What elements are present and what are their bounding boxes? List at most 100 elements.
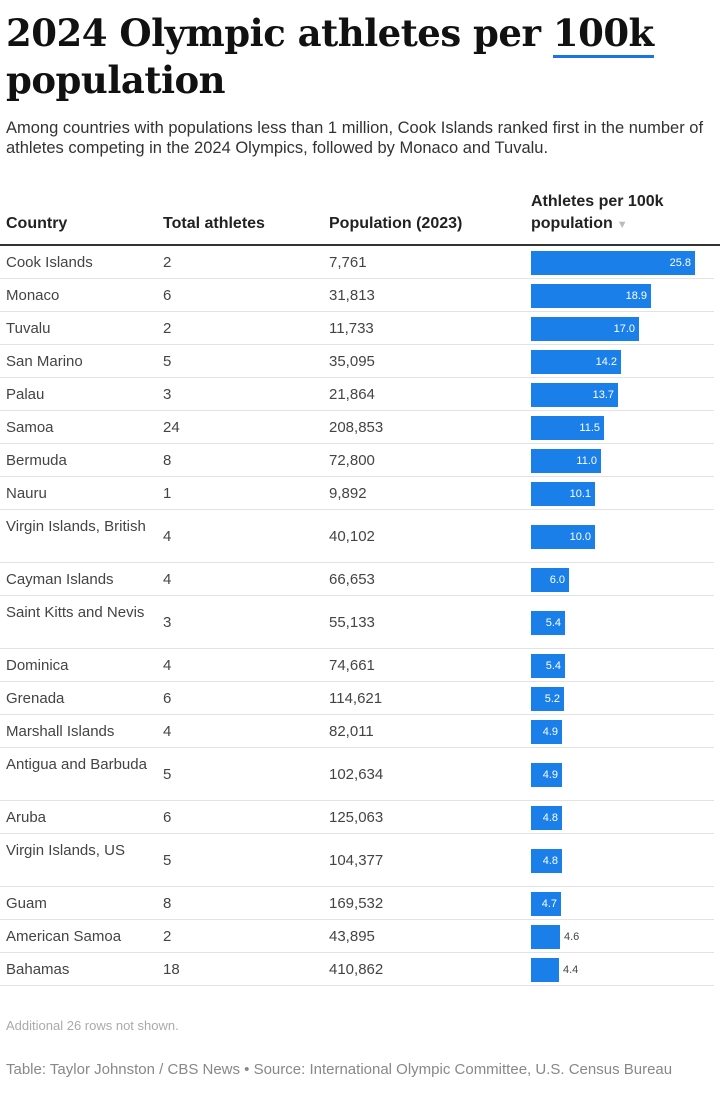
- rate-label: 25.8: [669, 256, 691, 269]
- rate-label: 5.2: [544, 692, 560, 705]
- country-cell: Cook Islands: [6, 253, 93, 271]
- population-cell: 125,063: [329, 808, 384, 826]
- rate-bar: [531, 719, 562, 744]
- total-athletes-cell: 3: [163, 613, 172, 631]
- total-athletes-cell: 6: [163, 286, 172, 304]
- table-row: Monaco 6 31,813 18.9: [0, 279, 714, 312]
- country-cell: Marshall Islands: [6, 722, 115, 740]
- rate-bar: [531, 848, 562, 873]
- rate-bar: [531, 762, 562, 787]
- total-athletes-cell: 4: [163, 570, 172, 588]
- total-athletes-cell: 8: [163, 894, 172, 912]
- total-athletes-cell: 4: [163, 527, 172, 545]
- population-cell: 7,761: [329, 253, 367, 271]
- table-row: Nauru 1 9,892 10.1: [0, 477, 714, 510]
- table-row: Saint Kitts and Nevis 3 55,133 5.4: [0, 596, 714, 649]
- rate-label: 4.8: [542, 811, 558, 824]
- country-cell: Aruba: [6, 808, 47, 826]
- country-cell: Dominica: [6, 656, 69, 674]
- total-athletes-cell: 8: [163, 451, 172, 469]
- total-athletes-cell: 4: [163, 722, 172, 740]
- rate-bar: [531, 448, 601, 473]
- table-row: Guam 8 169,532 4.7: [0, 887, 714, 920]
- country-cell: Palau: [6, 385, 45, 403]
- country-cell: Tuvalu: [6, 319, 51, 337]
- table-row: San Marino 5 35,095 14.2: [0, 345, 714, 378]
- rate-label: 14.2: [595, 355, 617, 368]
- rate-label: 6.0: [549, 573, 565, 586]
- rate-bar: [531, 805, 562, 830]
- country-cell: Samoa: [6, 418, 54, 436]
- rate-label: 4.8: [542, 854, 558, 867]
- country-cell: Grenada: [6, 689, 65, 707]
- rate-bar: [531, 653, 565, 678]
- rate-label: 4.9: [542, 768, 558, 781]
- population-cell: 66,653: [329, 570, 375, 588]
- table-row: Tuvalu 2 11,733 17.0: [0, 312, 714, 345]
- total-athletes-cell: 2: [163, 927, 172, 945]
- total-athletes-cell: 5: [163, 851, 172, 869]
- country-cell: Virgin Islands, British: [6, 517, 146, 535]
- country-cell: Antigua and Barbuda: [6, 755, 147, 773]
- rate-label: 17.0: [613, 322, 635, 335]
- table-row: Antigua and Barbuda 5 102,634 4.9: [0, 748, 714, 801]
- rate-bar: [531, 567, 569, 592]
- table-row: Cook Islands 2 7,761 25.8: [0, 246, 714, 279]
- table-row: Virgin Islands, US 5 104,377 4.8: [0, 834, 714, 887]
- country-cell: Cayman Islands: [6, 570, 114, 588]
- chart-title: 2024 Olympic athletes per 100k population: [6, 10, 706, 104]
- rate-label: 11.5: [579, 421, 600, 434]
- rate-bar: [531, 957, 559, 982]
- country-cell: Bahamas: [6, 960, 70, 978]
- rate-bar: [531, 283, 651, 308]
- population-cell: 21,864: [329, 385, 375, 403]
- table-row: American Samoa 2 43,895 4.6: [0, 920, 714, 953]
- population-cell: 31,813: [329, 286, 375, 304]
- table-row: Bermuda 8 72,800 11.0: [0, 444, 714, 477]
- population-cell: 9,892: [329, 484, 367, 502]
- column-header-population[interactable]: Population (2023): [329, 215, 463, 232]
- total-athletes-cell: 6: [163, 689, 172, 707]
- country-cell: Guam: [6, 894, 47, 912]
- sort-desc-icon[interactable]: ▼: [616, 219, 628, 231]
- country-cell: American Samoa: [6, 927, 122, 945]
- table-row: Dominica 4 74,661 5.4: [0, 649, 714, 682]
- column-header-country[interactable]: Country: [6, 215, 68, 232]
- population-cell: 169,532: [329, 894, 384, 912]
- population-cell: 208,853: [329, 418, 384, 436]
- rate-label: 4.7: [541, 897, 557, 910]
- table-row: Samoa 24 208,853 11.5: [0, 411, 714, 444]
- column-header-athletes-per-100k[interactable]: Athletes per 100k population ▼: [531, 191, 711, 236]
- total-athletes-cell: 5: [163, 765, 172, 783]
- rate-bar: [531, 250, 695, 275]
- column-header-rate-label: Athletes per 100k population: [531, 193, 664, 232]
- population-cell: 55,133: [329, 613, 375, 631]
- title-part-1: 2024 Olympic athletes per: [6, 11, 553, 55]
- population-cell: 72,800: [329, 451, 375, 469]
- population-cell: 74,661: [329, 656, 375, 674]
- population-cell: 35,095: [329, 352, 375, 370]
- table-header: Country Total athletes Population (2023)…: [0, 188, 720, 246]
- title-part-2: population: [6, 58, 226, 102]
- total-athletes-cell: 5: [163, 352, 172, 370]
- rate-bar: [531, 349, 621, 374]
- rate-bar: [531, 524, 595, 549]
- population-cell: 40,102: [329, 527, 375, 545]
- table-row: Marshall Islands 4 82,011 4.9: [0, 715, 714, 748]
- country-cell: Monaco: [6, 286, 60, 304]
- rate-label: 11.0: [576, 454, 597, 467]
- population-cell: 102,634: [329, 765, 384, 783]
- total-athletes-cell: 4: [163, 656, 172, 674]
- source-credit: Table: Taylor Johnston / CBS News • Sour…: [6, 1061, 673, 1078]
- rate-bar: [531, 924, 560, 949]
- rate-bar: [531, 610, 565, 635]
- column-header-total-athletes[interactable]: Total athletes: [163, 215, 265, 232]
- rate-label: 4.9: [542, 725, 558, 738]
- rate-label: 10.1: [569, 487, 591, 500]
- title-highlight: 100k: [552, 11, 654, 58]
- table-row: Bahamas 18 410,862 4.4: [0, 953, 714, 986]
- table-row: Palau 3 21,864 13.7: [0, 378, 714, 411]
- country-cell: Saint Kitts and Nevis: [6, 603, 145, 621]
- rate-label: 10.0: [569, 530, 591, 543]
- total-athletes-cell: 2: [163, 253, 172, 271]
